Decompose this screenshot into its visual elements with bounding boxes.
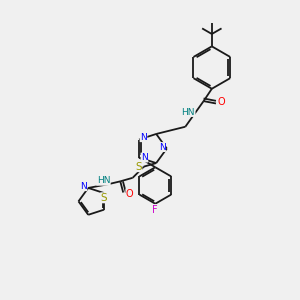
Text: HN: HN (182, 107, 195, 116)
Text: F: F (152, 205, 158, 214)
Text: N: N (140, 133, 147, 142)
Text: O: O (126, 189, 134, 199)
Text: N: N (141, 153, 148, 162)
Text: HN: HN (97, 176, 110, 185)
Text: S: S (135, 162, 142, 172)
Text: N: N (80, 182, 87, 191)
Text: S: S (101, 193, 107, 203)
Text: N: N (159, 142, 165, 152)
Text: O: O (218, 97, 225, 107)
